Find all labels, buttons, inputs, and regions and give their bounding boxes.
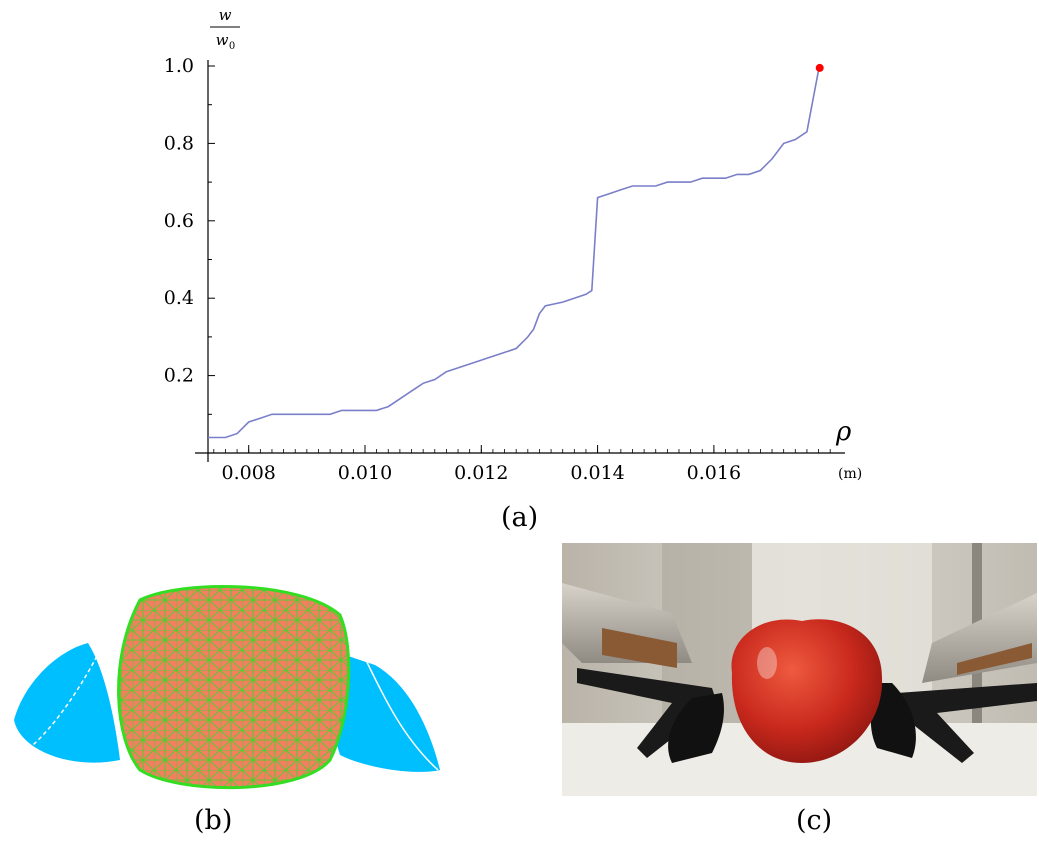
mesh-body — [117, 585, 351, 790]
y-axis-label: w w 0 — [210, 6, 240, 52]
y-label-numerator: w — [219, 6, 232, 24]
y-label-subscript: 0 — [229, 41, 235, 52]
caption-a: (a) — [501, 502, 539, 533]
caption-c: (c) — [796, 805, 833, 836]
gripper-photo — [562, 543, 1037, 796]
mesh-model-svg — [14, 585, 440, 790]
ticks: 0.2 0.4 0.6 0.8 1.0 0.008 0.010 0.012 0.014 0.016 — [164, 55, 831, 484]
y-tick-label: 0.4 — [164, 287, 194, 309]
left-gripper-finger — [577, 668, 717, 758]
right-cup — [334, 655, 440, 772]
x-tick-label: 0.016 — [687, 462, 741, 484]
highlight-point — [815, 63, 824, 72]
right-spring — [957, 643, 1032, 675]
y-tick-label: 1.0 — [164, 55, 194, 77]
y-label-denominator: w — [216, 31, 229, 49]
series-line-0 — [208, 69, 820, 439]
left-spring — [602, 628, 677, 668]
series-group — [208, 63, 824, 439]
tomato-highlight — [757, 647, 777, 679]
chart-panel-a: w w 0 0.2 0.4 0.6 0.8 1.0 0.008 0.010 0.012 0.01… — [164, 6, 862, 484]
y-tick-label: 0.2 — [164, 365, 194, 387]
x-axis-unit: (m) — [838, 466, 862, 482]
y-tick-label: 0.8 — [164, 132, 194, 154]
right-gripper-finger — [892, 683, 1037, 763]
caption-b: (b) — [194, 805, 233, 836]
left-cup — [14, 643, 120, 763]
mesh-model-figure — [0, 570, 450, 800]
left-cup-dashed-rim — [32, 649, 101, 746]
x-tick-label: 0.014 — [570, 462, 624, 484]
x-axis-label: ρ — [835, 417, 852, 447]
x-tick-label: 0.008 — [222, 462, 276, 484]
right-cup-photo — [870, 683, 916, 758]
gripper-photo-svg — [562, 543, 1037, 796]
x-tick-label: 0.010 — [338, 462, 392, 484]
right-cup-rim — [364, 657, 439, 771]
x-tick-label: 0.012 — [454, 462, 508, 484]
y-tick-label: 0.6 — [164, 210, 194, 232]
line-chart: w w 0 0.2 0.4 0.6 0.8 1.0 0.008 0.010 0.012 0.01… — [164, 6, 862, 484]
axes — [195, 60, 845, 462]
tomato — [731, 619, 883, 763]
left-cup-photo — [668, 693, 724, 763]
